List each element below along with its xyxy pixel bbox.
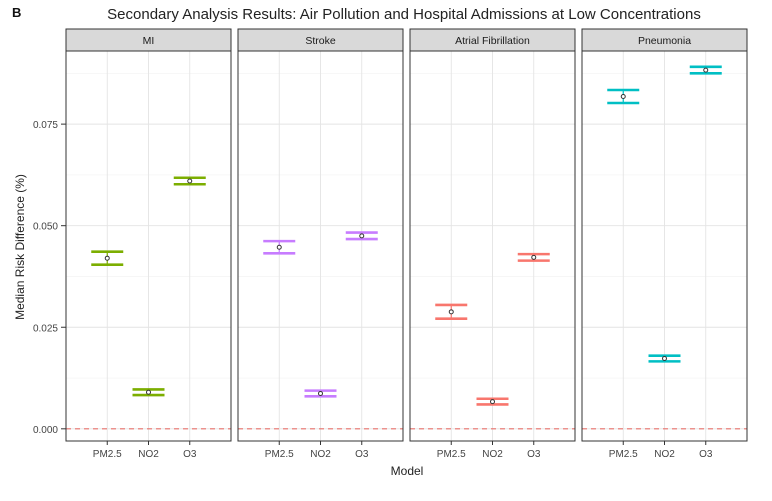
- x-tick-label: O3: [183, 449, 197, 460]
- x-tick-label: PM2.5: [609, 449, 638, 460]
- error-bar: [263, 239, 296, 255]
- facet-strip-label: MI: [143, 35, 155, 47]
- facet-stroke: Stroke PM2.5 NO2 O3: [237, 28, 404, 460]
- facet-atrial-fibrillation: Atrial Fibrillation PM2.5 NO2 O3: [409, 28, 576, 460]
- facet-strip-label: Pneumonia: [638, 35, 691, 47]
- error-bar: [476, 397, 509, 406]
- facet-strip: [237, 28, 404, 52]
- facet-strip: [581, 28, 748, 52]
- y-tick-label: 0.025: [33, 323, 58, 334]
- median-point: [490, 399, 495, 405]
- median-point: [448, 309, 454, 315]
- x-axis-label: Model: [391, 464, 424, 478]
- x-tick-label: PM2.5: [265, 449, 294, 460]
- facet-strip-label: Atrial Fibrillation: [455, 35, 530, 47]
- y-tick-label: 0.075: [33, 120, 58, 131]
- y-tick-label: 0.000: [33, 425, 58, 436]
- y-tick-label: 0.050: [33, 222, 58, 233]
- error-bar: [173, 176, 206, 186]
- facet-strip-label: Stroke: [305, 35, 336, 47]
- x-tick-label: NO2: [310, 449, 331, 460]
- chart-title: Secondary Analysis Results: Air Pollutio…: [107, 6, 701, 23]
- x-tick-label: NO2: [654, 449, 675, 460]
- y-axis-label: Median Risk Difference (%): [13, 174, 27, 320]
- median-point: [276, 244, 282, 250]
- x-tick-label: NO2: [138, 449, 159, 460]
- median-point: [620, 94, 626, 99]
- error-bar: [435, 303, 468, 321]
- median-point: [146, 389, 151, 395]
- error-bar: [689, 65, 722, 75]
- facet-mi: MI PM2.5 NO2 O3: [65, 28, 232, 460]
- error-bar: [91, 250, 124, 266]
- x-tick-label: O3: [699, 449, 713, 460]
- x-tick-label: PM2.5: [437, 449, 466, 460]
- median-point: [703, 67, 709, 73]
- x-tick-label: O3: [355, 449, 369, 460]
- panel-tag: B: [12, 5, 21, 20]
- error-bar: [607, 88, 640, 105]
- median-point: [104, 255, 110, 261]
- median-point: [187, 178, 193, 184]
- median-point: [359, 233, 365, 239]
- error-bar: [132, 388, 165, 397]
- x-tick-label: NO2: [482, 449, 503, 460]
- median-point: [531, 254, 537, 260]
- x-tick-label: PM2.5: [93, 449, 122, 460]
- error-bar: [345, 231, 378, 241]
- facet-strip: [65, 28, 232, 52]
- median-point: [662, 356, 667, 362]
- y-axis: 0.000 0.025 0.050 0.075: [33, 120, 66, 436]
- x-tick-label: O3: [527, 449, 541, 460]
- error-bar: [304, 389, 337, 398]
- facet-pneumonia: Pneumonia PM2.5 NO2 O3: [581, 28, 748, 460]
- error-bar: [648, 354, 681, 363]
- error-bar: [517, 252, 550, 262]
- facet-strip: [409, 28, 576, 52]
- median-point: [318, 390, 323, 396]
